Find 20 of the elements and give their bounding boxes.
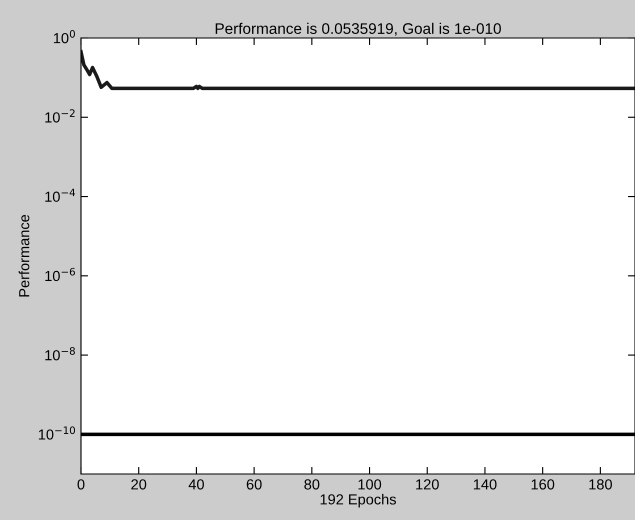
x-axis-title: 192 Epochs xyxy=(320,494,396,508)
x-tick-label: 20 xyxy=(131,479,146,490)
x-tick-label: 80 xyxy=(304,479,320,490)
y-tick-label: 10$^{−4}$ xyxy=(45,188,76,202)
x-tick-label: 160 xyxy=(532,479,554,490)
x-tick-label: 60 xyxy=(246,479,262,490)
chart-title: Performance is 0.0535919, Goal is 1e-010 xyxy=(216,22,501,36)
y-tick-label: 10$^{−6}$ xyxy=(45,268,75,282)
x-tick-label: 120 xyxy=(416,479,439,490)
x-tick-label: 180 xyxy=(589,479,612,490)
y-axis-title: Performance xyxy=(18,214,30,297)
y-tick-label: 10$^{0}$ xyxy=(54,30,75,44)
y-tick-label: 10$^{−8}$ xyxy=(45,347,75,360)
y-tick-label: 10$^{−10}$ xyxy=(38,426,76,440)
x-tick-label: 40 xyxy=(188,479,204,490)
line-series xyxy=(81,50,635,90)
x-tick-label: 0 xyxy=(78,479,84,490)
x-tick-label: 100 xyxy=(358,479,382,490)
y-tick-label: 10$^{−2}$ xyxy=(45,109,75,123)
x-tick-label: 140 xyxy=(474,479,497,490)
